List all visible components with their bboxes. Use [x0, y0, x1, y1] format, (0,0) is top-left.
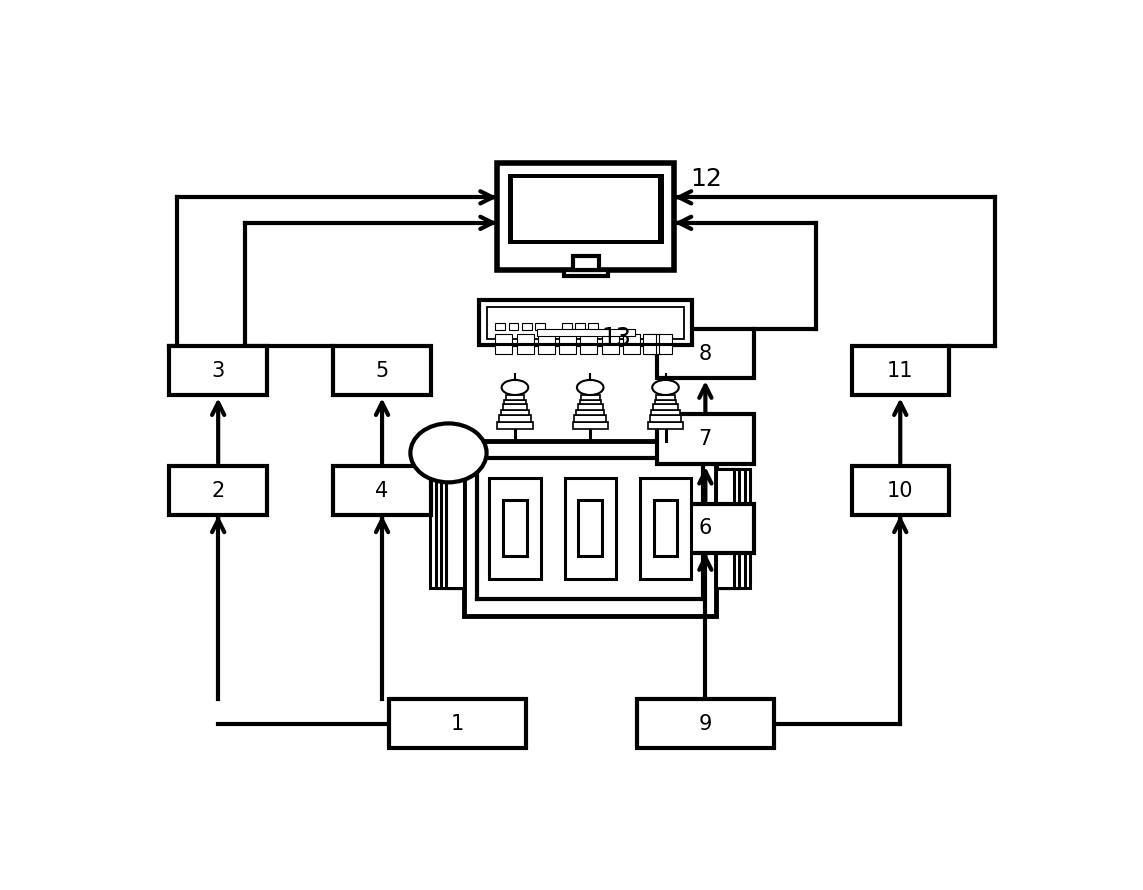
Bar [580, 400, 601, 404]
Text: 2: 2 [211, 481, 225, 500]
Bar [649, 416, 681, 422]
Text: 4: 4 [375, 481, 389, 500]
Circle shape [410, 424, 487, 482]
Bar [503, 500, 527, 556]
Bar [563, 270, 608, 277]
Bar [513, 178, 658, 240]
Bar [562, 323, 572, 330]
Text: 6: 6 [698, 518, 712, 538]
Bar [501, 409, 529, 416]
Bar [653, 404, 678, 409]
Bar [522, 323, 531, 330]
Bar [169, 465, 267, 515]
Bar [559, 334, 576, 343]
Text: 9: 9 [698, 714, 712, 733]
Bar [441, 469, 464, 587]
Bar [559, 344, 576, 353]
Text: 10: 10 [887, 481, 913, 500]
Bar [637, 699, 774, 748]
Bar [717, 469, 734, 587]
Bar [645, 334, 661, 343]
Bar [497, 164, 674, 270]
Bar [504, 400, 526, 404]
Bar [334, 465, 431, 515]
Bar [480, 301, 693, 345]
Bar [565, 478, 616, 578]
Bar [574, 416, 606, 422]
Bar [535, 323, 545, 330]
Bar [576, 409, 605, 416]
Bar [852, 465, 949, 515]
Bar [644, 344, 656, 353]
Ellipse shape [577, 380, 604, 395]
Bar [656, 415, 754, 464]
Bar [169, 346, 267, 395]
Text: 13: 13 [602, 326, 632, 350]
Bar [489, 478, 541, 578]
Bar [656, 328, 754, 378]
Bar [435, 469, 464, 587]
Bar [503, 404, 527, 409]
Bar [464, 441, 717, 616]
Bar [505, 395, 525, 400]
Text: 8: 8 [698, 344, 712, 363]
Bar [640, 478, 692, 578]
Bar [537, 328, 634, 336]
Text: 11: 11 [887, 360, 913, 381]
Text: 7: 7 [698, 429, 712, 449]
Ellipse shape [653, 380, 679, 395]
Bar [507, 174, 664, 244]
Bar [654, 500, 678, 556]
Bar [660, 334, 672, 343]
Bar [575, 323, 585, 330]
Bar [648, 422, 684, 429]
Bar [601, 344, 618, 353]
Bar [573, 422, 608, 429]
Text: 12: 12 [690, 166, 722, 190]
Bar [660, 344, 672, 353]
Bar [538, 334, 554, 343]
Bar [499, 416, 530, 422]
Bar [495, 323, 505, 330]
Bar [495, 344, 512, 353]
Bar [717, 469, 740, 587]
Bar [495, 334, 512, 343]
Bar [655, 400, 677, 404]
Ellipse shape [502, 380, 528, 395]
Bar [509, 323, 519, 330]
Text: 5: 5 [375, 360, 389, 381]
Bar [334, 346, 431, 395]
Bar [581, 395, 600, 400]
Bar [589, 323, 598, 330]
Bar [645, 344, 661, 353]
Bar [852, 346, 949, 395]
Bar [430, 469, 464, 587]
Bar [623, 344, 640, 353]
Bar [652, 409, 680, 416]
Bar [497, 422, 533, 429]
Bar [717, 469, 750, 587]
Text: 1: 1 [450, 714, 464, 733]
Bar [656, 395, 674, 400]
Bar [601, 334, 618, 343]
Bar [578, 500, 602, 556]
Bar [487, 306, 685, 339]
Bar [517, 334, 534, 343]
Text: 3: 3 [211, 360, 225, 381]
Bar [623, 334, 640, 343]
Bar [578, 404, 602, 409]
Bar [517, 344, 534, 353]
Bar [446, 469, 464, 587]
Bar [581, 344, 598, 353]
Bar [389, 699, 526, 748]
Bar [581, 334, 598, 343]
Bar [573, 255, 599, 270]
Bar [717, 469, 745, 587]
Bar [644, 334, 656, 343]
Bar [538, 344, 554, 353]
Bar [656, 504, 754, 553]
